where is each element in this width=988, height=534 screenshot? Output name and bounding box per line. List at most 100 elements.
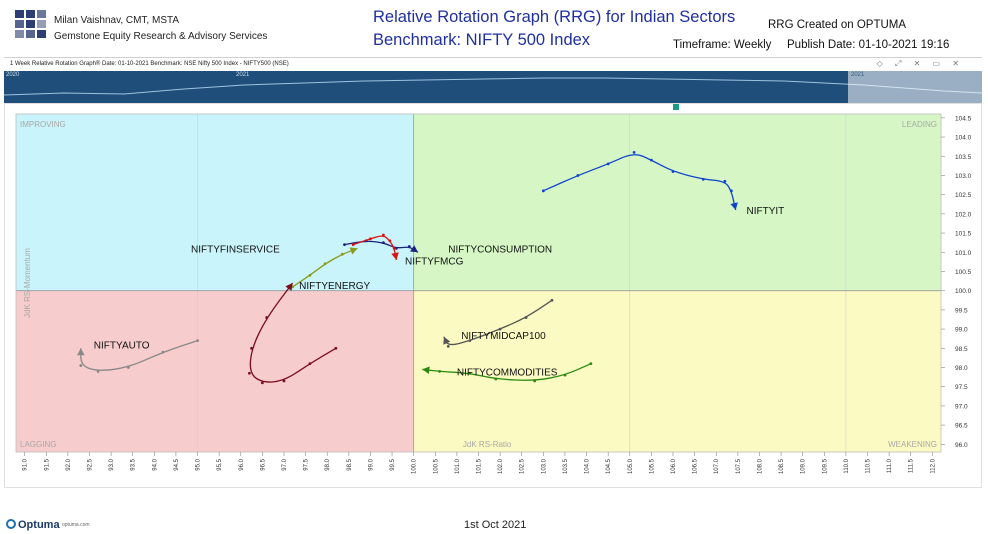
point-niftyenergy	[250, 346, 253, 350]
x-tick-label: 98.0	[325, 458, 331, 470]
x-tick-label: 104.0	[585, 458, 591, 474]
x-tick-label: 92.5	[87, 458, 93, 470]
quadrant-weakening	[413, 290, 941, 452]
x-tick-label: 93.0	[109, 458, 115, 470]
point-niftymidcap100	[468, 339, 472, 343]
arrowhead-niftyfmcg	[391, 252, 399, 260]
point-niftyauto	[79, 364, 83, 367]
label-niftyauto: NIFTYAUTO	[94, 340, 150, 351]
quadrant-label-weakening: WEAKENING	[888, 440, 937, 449]
x-tick-label: 96.5	[260, 458, 266, 470]
y-axis-label: JdK RS-Momentum	[23, 248, 32, 318]
x-tick-label: 98.5	[347, 458, 353, 470]
point-niftyit	[541, 189, 545, 193]
point-niftyit	[576, 174, 580, 177]
point-niftyenergy	[308, 362, 312, 366]
y-tick-label: 101.0	[955, 250, 972, 257]
timeline-overview[interactable]: 2020 2021 2021	[4, 71, 982, 103]
y-tick-label: 100.5	[955, 269, 972, 276]
quadrant-lagging	[16, 290, 414, 452]
arrowhead-niftymidcap100	[443, 336, 451, 345]
y-tick-label: 103.5	[955, 154, 972, 161]
overview-year-end: 2021	[851, 72, 865, 78]
label-niftymidcap100: NIFTYMIDCAP100	[461, 331, 546, 342]
tail-niftycommodities	[422, 363, 592, 381]
series-niftymidcap100: NIFTYMIDCAP100	[443, 298, 554, 348]
y-tick-label: 99.0	[955, 327, 968, 334]
quadrant-improving	[16, 114, 414, 291]
x-tick-label: 103.5	[563, 458, 569, 474]
point-niftycommodities	[563, 373, 567, 377]
point-niftyconsumption	[407, 245, 411, 248]
x-tick-label: 94.5	[174, 458, 180, 470]
created-note: RRG Created on OPTUMA	[768, 19, 907, 31]
x-tick-label: 100.0	[412, 458, 418, 474]
x-tick-label: 110.0	[844, 458, 850, 473]
point-niftyconsumption	[382, 241, 385, 245]
y-tick-label: 102.5	[955, 192, 972, 199]
x-tick-label: 111.0	[887, 458, 893, 473]
x-tick-label: 111.5	[909, 458, 915, 473]
x-tick-label: 95.5	[217, 458, 223, 470]
arrowhead-niftyfinservice	[349, 247, 358, 255]
arrowhead-niftyenergy	[285, 283, 293, 291]
x-tick-label: 97.0	[282, 458, 288, 470]
arrowhead-niftyit	[730, 202, 738, 211]
x-axis-label: JdK RS-Ratio	[463, 440, 512, 449]
x-tick-label: 92.0	[66, 458, 72, 470]
point-niftyauto	[96, 369, 100, 373]
point-niftyfmcg	[369, 237, 372, 241]
label-niftyfmcg: NIFTYFMCG	[405, 257, 464, 268]
x-tick-label: 102.5	[520, 458, 526, 474]
x-tick-label: 107.0	[714, 458, 720, 474]
y-tick-label: 103.0	[955, 173, 972, 180]
y-tick-label: 104.0	[955, 135, 972, 142]
label-niftyconsumption: NIFTYCONSUMPTION	[448, 244, 552, 255]
series-niftyit: NIFTYIT	[541, 151, 784, 217]
window-controls-icon[interactable]: ◇ ⤢ ✕ ▭ ✕	[876, 59, 964, 68]
x-tick-label: 93.5	[131, 458, 137, 470]
y-tick-label: 97.0	[955, 403, 968, 410]
overview-drag-handle[interactable]	[673, 104, 679, 110]
point-niftycommodities	[468, 371, 472, 375]
x-tick-label: 110.5	[866, 458, 872, 473]
overview-selection-window[interactable]: 2021	[848, 71, 982, 103]
arrowhead-niftyconsumption	[410, 245, 418, 253]
x-tick-label: 107.5	[736, 458, 742, 474]
x-tick-label: 105.0	[628, 458, 634, 474]
point-niftyit	[649, 158, 653, 162]
point-niftyenergy	[282, 379, 286, 383]
point-niftyenergy	[334, 346, 338, 350]
x-tick-label: 97.5	[304, 458, 310, 470]
publish-date: Publish Date: 01-10-2021 19:16	[787, 39, 950, 51]
y-tick-label: 100.0	[955, 288, 972, 295]
point-niftymidcap100	[550, 298, 554, 302]
tail-niftymidcap100	[443, 299, 553, 346]
tail-niftyauto	[80, 339, 198, 371]
chart-subtitle: Benchmark: NIFTY 500 Index	[373, 31, 591, 49]
footer-date: 1st Oct 2021	[464, 519, 527, 531]
quadrant-label-lagging: LAGGING	[20, 440, 56, 449]
author-name: Milan Vaishnav, CMT, MSTA	[54, 15, 180, 26]
x-tick-label: 105.5	[649, 458, 655, 474]
y-tick-label: 98.0	[955, 365, 968, 372]
y-tick-label: 104.5	[955, 115, 972, 122]
label-niftyfinservice: NIFTYFINSERVICE	[191, 244, 280, 255]
x-tick-label: 91.5	[44, 458, 50, 470]
report-header: Milan Vaishnav, CMT, MSTA Gemstone Equit…	[0, 0, 988, 58]
x-tick-label: 103.0	[541, 458, 547, 474]
y-tick-label: 102.0	[955, 211, 972, 218]
y-tick-label: 96.5	[955, 423, 968, 430]
y-tick-label: 97.5	[955, 384, 968, 391]
point-niftyit	[606, 162, 610, 166]
series-niftyconsumption: NIFTYCONSUMPTION	[343, 239, 552, 255]
quadrant-label-improving: IMPROVING	[20, 120, 66, 129]
point-niftyfmcg	[388, 239, 392, 243]
point-niftyit	[632, 151, 636, 154]
x-tick-label: 101.5	[477, 458, 483, 474]
tail-niftyenergy	[249, 282, 337, 383]
x-tick-label: 101.0	[455, 458, 461, 474]
overview-year-start: 2020	[6, 72, 20, 78]
label-niftycommodities: NIFTYCOMMODITIES	[457, 367, 558, 378]
point-niftycommodities	[589, 362, 593, 366]
